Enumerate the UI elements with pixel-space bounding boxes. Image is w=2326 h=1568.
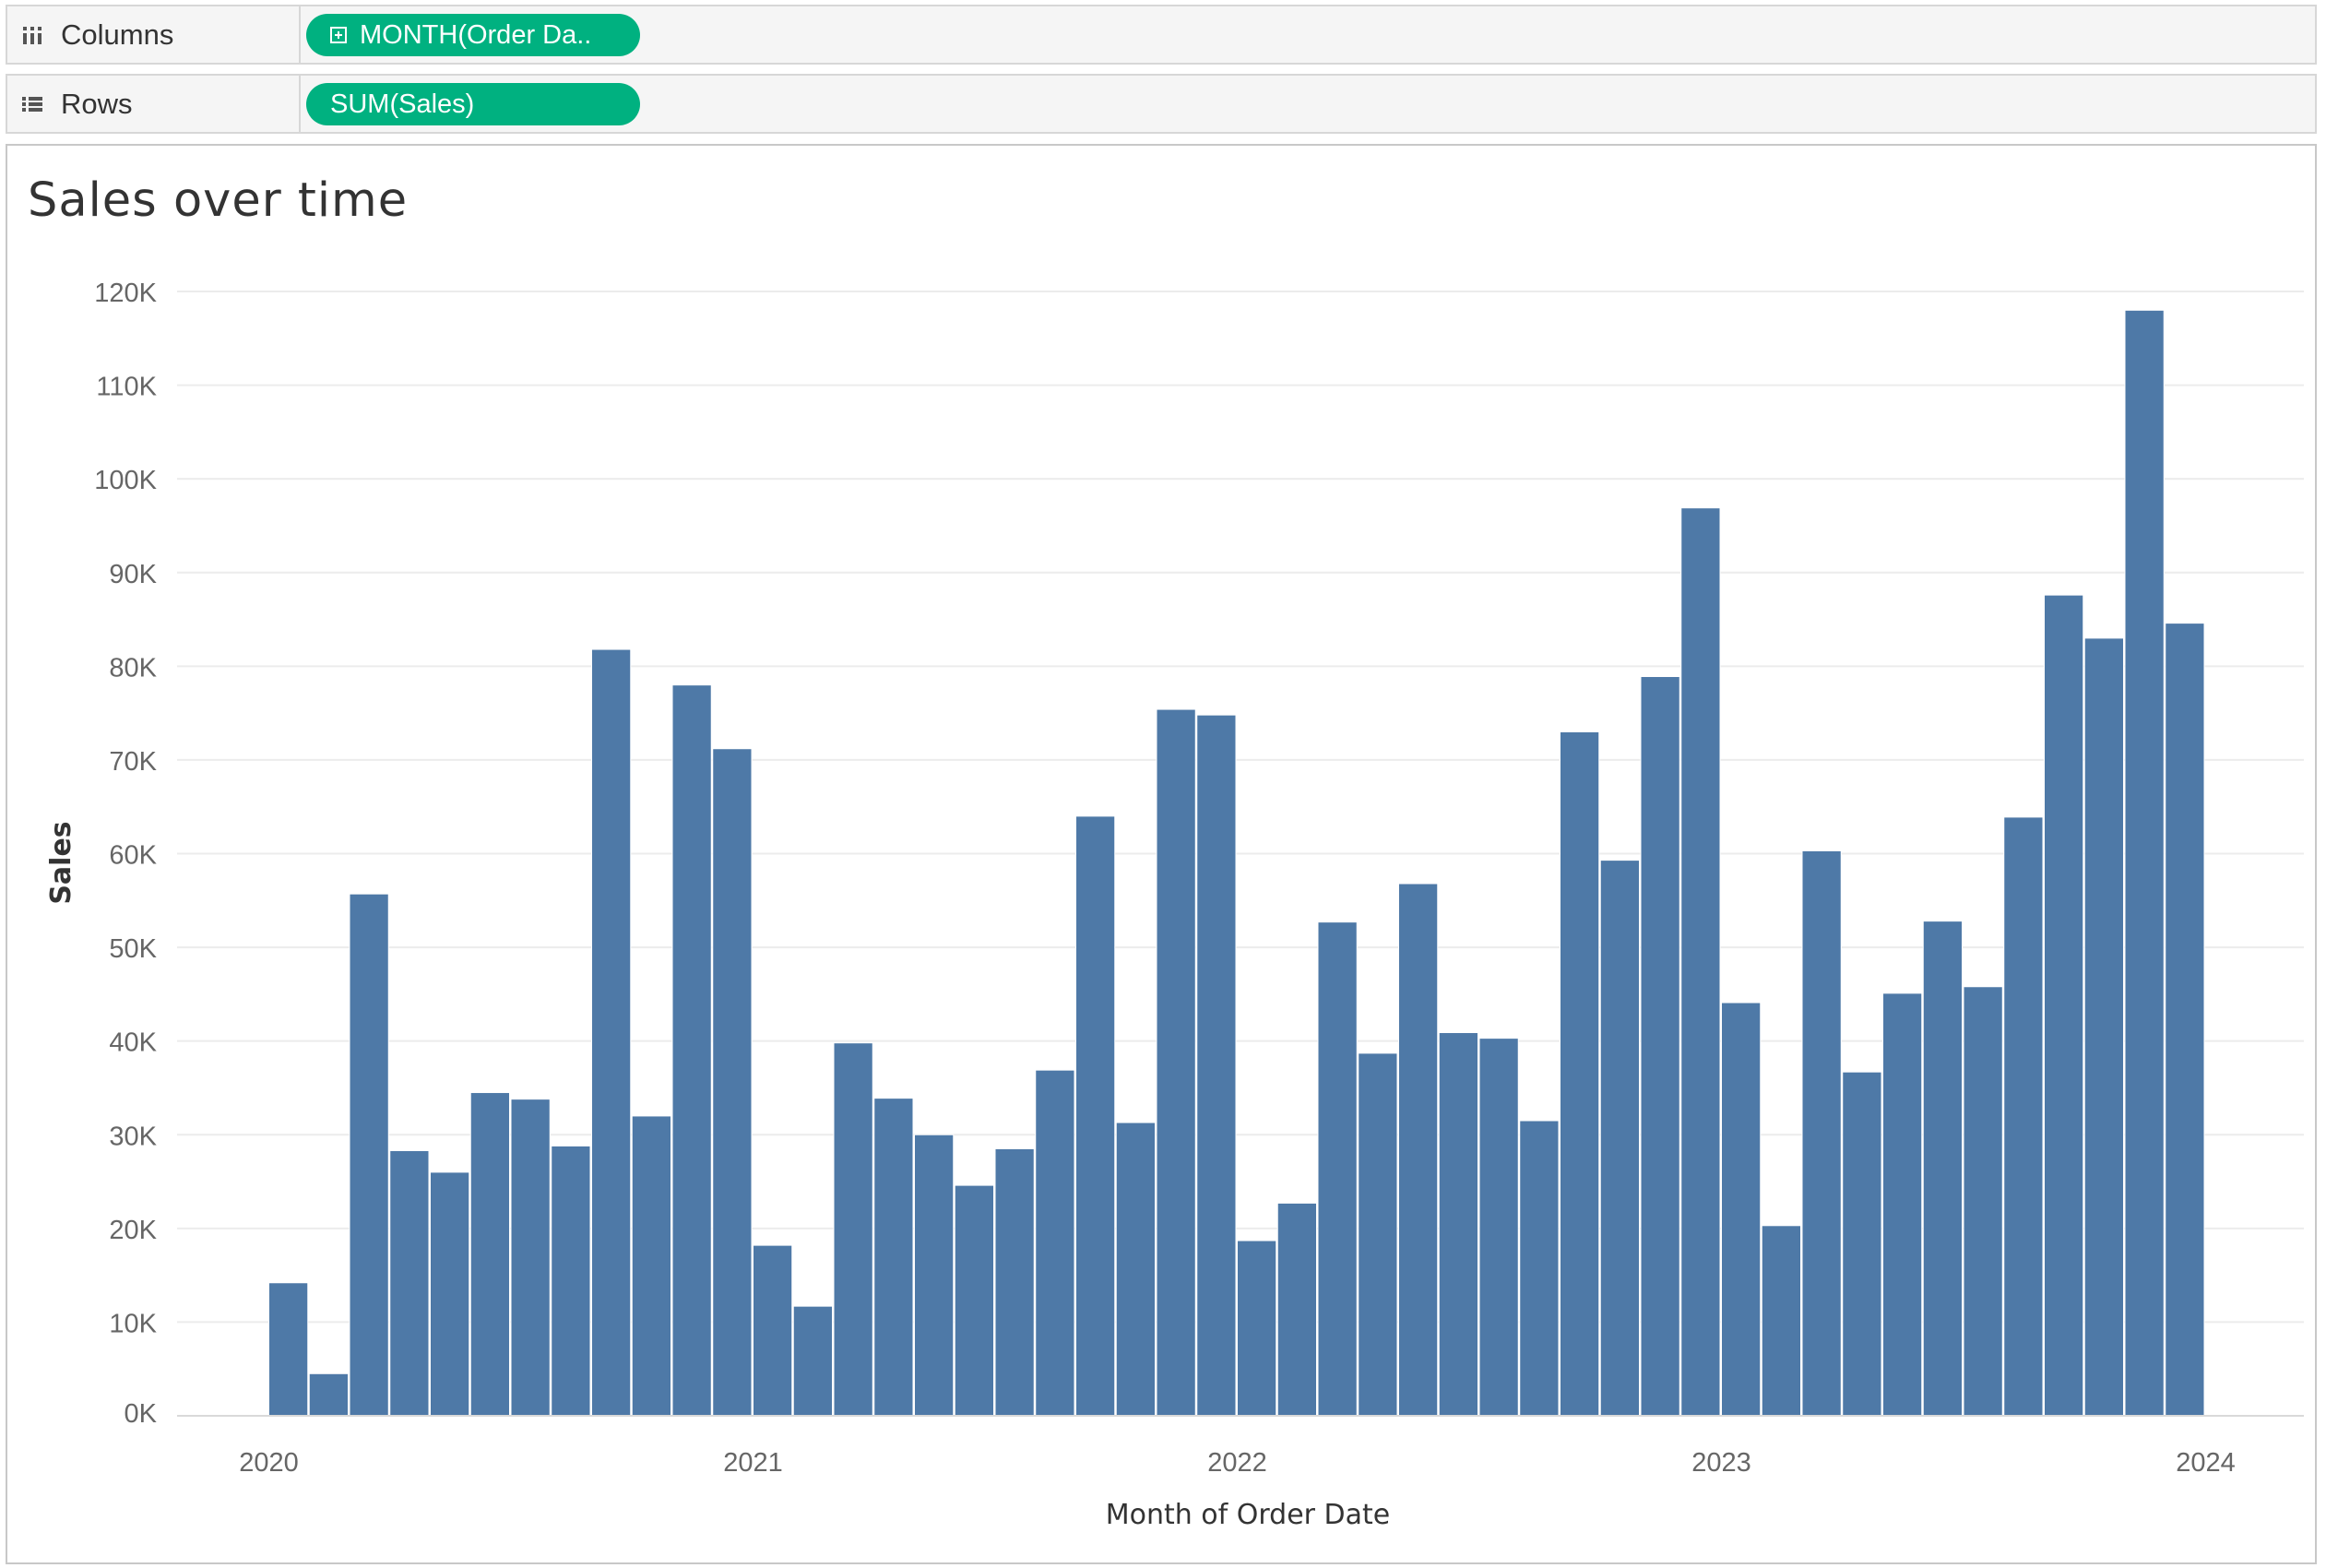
bar	[1035, 1069, 1075, 1417]
y-tick-label: 100K	[94, 466, 157, 495]
y-tick-label: 10K	[109, 1309, 157, 1338]
bar	[1438, 1032, 1478, 1417]
bar	[1721, 1002, 1762, 1417]
x-tick-label: 2021	[723, 1448, 783, 1478]
bar	[1115, 1122, 1156, 1417]
y-tick-label: 20K	[109, 1216, 157, 1245]
bar	[1317, 921, 1358, 1417]
bar	[954, 1184, 994, 1417]
bar	[2044, 594, 2084, 1417]
bar	[268, 1282, 309, 1417]
columns-shelf-label: Columns	[7, 6, 301, 63]
bar	[308, 1372, 349, 1417]
bar	[833, 1042, 873, 1417]
bar	[349, 893, 389, 1417]
y-tick-label: 50K	[109, 934, 157, 964]
y-tick-label: 70K	[109, 747, 157, 777]
bar-chart: 0K 10K 20K 30K 40K 50K 60K 70K 80K 90K 100K 110K 120…	[45, 279, 2304, 1531]
y-tick-label: 40K	[109, 1028, 157, 1058]
pill-text: MONTH(Order Da..	[360, 19, 592, 50]
bar	[1156, 708, 1196, 1417]
bar	[2003, 816, 2044, 1417]
bar	[1680, 507, 1721, 1417]
chart-title: Sales over time	[28, 173, 409, 228]
bar	[1358, 1052, 1398, 1417]
bar	[671, 684, 712, 1417]
columns-icon	[23, 26, 42, 44]
rows-label-text: Rows	[61, 87, 133, 120]
month-order-date-pill[interactable]: MONTH(Order Da..	[306, 14, 640, 56]
bar	[591, 648, 632, 1417]
bar	[430, 1171, 470, 1417]
y-tick-label: 90K	[109, 560, 157, 589]
bar	[1196, 714, 1237, 1417]
viz-pane: Sales over time 0K 10K 20K 30K 40K 50K 60K 70K 8…	[6, 144, 2317, 1564]
columns-shelf: Columns MONTH(Order Da..	[6, 5, 2317, 65]
bar	[1560, 731, 1600, 1417]
y-tick-label: 80K	[109, 653, 157, 683]
y-tick-label: 30K	[109, 1122, 157, 1151]
bar	[994, 1147, 1035, 1417]
x-axis-title: Month of Order Date	[1106, 1499, 1391, 1531]
bar	[1075, 815, 1116, 1417]
bar	[2124, 309, 2165, 1417]
bar	[873, 1098, 914, 1417]
y-tick-label: 120K	[94, 279, 157, 308]
bar	[753, 1244, 793, 1417]
bar	[2165, 623, 2205, 1417]
expand-plus-icon[interactable]	[330, 27, 347, 43]
x-tick-label: 2022	[1207, 1448, 1267, 1478]
bar	[551, 1145, 591, 1417]
bar	[1398, 883, 1439, 1417]
bar	[1599, 860, 1640, 1417]
bar	[712, 748, 753, 1417]
bar	[914, 1134, 955, 1417]
bar	[1237, 1240, 1277, 1417]
bar	[469, 1092, 510, 1417]
bar	[1963, 986, 2003, 1417]
pill-text: SUM(Sales)	[330, 89, 475, 119]
bar	[510, 1099, 551, 1417]
bar	[1922, 921, 1963, 1417]
y-axis-title: Sales	[45, 821, 77, 904]
rows-shelf-label: Rows	[7, 76, 301, 132]
bar	[1478, 1038, 1519, 1417]
bar	[1801, 849, 1842, 1417]
x-tick-label: 2020	[239, 1448, 299, 1478]
x-tick-label: 2024	[2176, 1448, 2236, 1478]
y-tick-label: 0K	[125, 1399, 158, 1429]
bar	[792, 1305, 833, 1417]
sum-sales-pill[interactable]: SUM(Sales)	[306, 83, 640, 125]
bar	[1640, 676, 1680, 1417]
columns-label-text: Columns	[61, 18, 174, 51]
y-tick-label: 110K	[96, 373, 157, 402]
bar	[1519, 1120, 1560, 1417]
bar	[631, 1115, 671, 1417]
bar	[389, 1150, 430, 1417]
x-tick-label: 2023	[1691, 1448, 1751, 1478]
rows-icon	[22, 96, 42, 112]
bar	[1761, 1225, 1801, 1417]
y-tick-label: 60K	[109, 841, 157, 871]
bar	[1276, 1202, 1317, 1417]
bar	[1842, 1071, 1882, 1417]
bar	[2083, 637, 2124, 1417]
bar	[1882, 992, 1923, 1417]
rows-shelf: Rows SUM(Sales)	[6, 74, 2317, 134]
